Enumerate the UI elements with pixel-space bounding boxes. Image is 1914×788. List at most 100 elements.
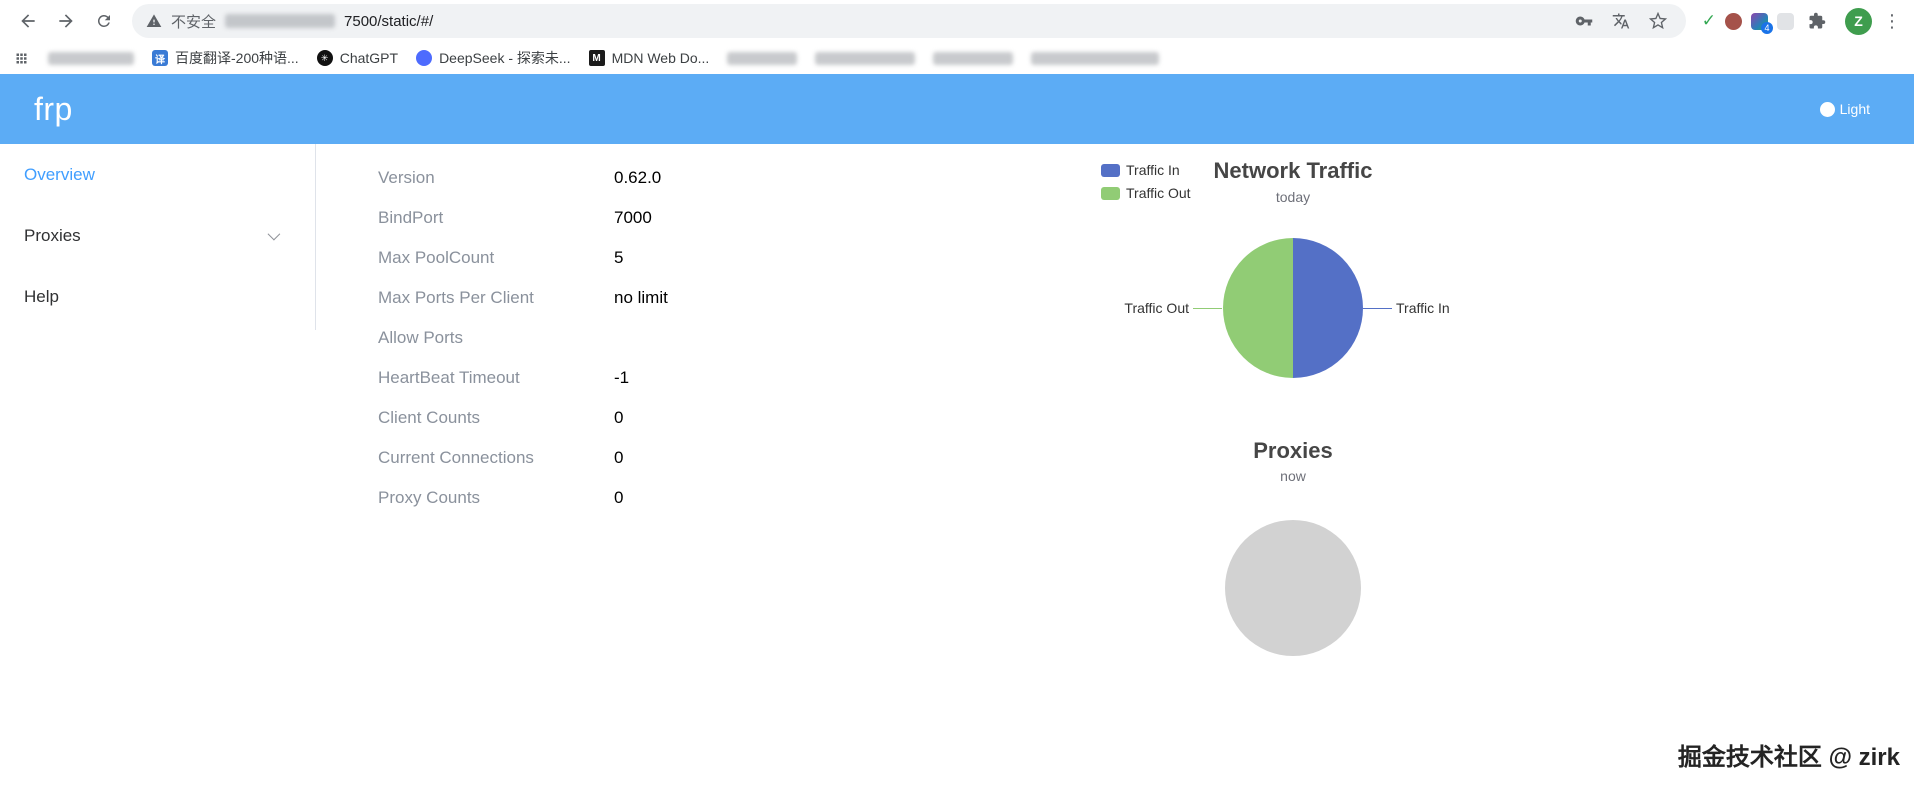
- field-label: Current Connections: [378, 448, 534, 467]
- field-label: HeartBeat Timeout: [378, 368, 520, 387]
- address-bar[interactable]: 不安全 7500/static/#/: [132, 4, 1686, 38]
- sidebar-item-label: Overview: [24, 164, 95, 184]
- field-bindport: BindPort 7000: [378, 198, 668, 238]
- back-icon: [21, 14, 35, 28]
- legend-item-traffic-out[interactable]: Traffic Out: [1101, 184, 1191, 202]
- chatgpt-favicon: ✳: [316, 50, 333, 66]
- bookmark-redacted[interactable]: [48, 51, 134, 65]
- forward-button[interactable]: [48, 3, 84, 39]
- sidebar-item-overview[interactable]: Overview: [0, 144, 315, 205]
- field-value: 7000: [614, 208, 652, 227]
- network-traffic-title: Network Traffic: [1213, 158, 1373, 183]
- bookmark-redacted[interactable]: [933, 51, 1014, 65]
- field-heartbeat-timeout: HeartBeat Timeout -1: [378, 358, 668, 398]
- deepseek-favicon: [416, 50, 433, 66]
- green-check-extension-icon[interactable]: ✓: [1701, 11, 1716, 30]
- mdn-favicon: M: [588, 50, 605, 66]
- round-extension-icon[interactable]: [1725, 12, 1742, 30]
- overview-form: Version 0.62.0 BindPort 7000 Max PoolCou…: [378, 158, 668, 518]
- bookmark-baidu-translate[interactable]: 译 百度翻译-200种语...: [152, 48, 299, 68]
- reload-button[interactable]: [86, 3, 122, 39]
- pie-labelline-traffic-out: [1193, 308, 1222, 309]
- field-value: 0: [614, 408, 624, 427]
- sidebar-item-proxies[interactable]: Proxies: [0, 205, 315, 266]
- sidebar-item-label: Proxies: [24, 225, 81, 245]
- network-traffic-pie[interactable]: [1223, 238, 1363, 378]
- field-allow-ports: Allow Ports: [378, 318, 668, 358]
- proxies-chart-subtitle: now: [1280, 468, 1306, 484]
- bookmark-label: ChatGPT: [339, 50, 399, 66]
- pie-label-traffic-out: Traffic Out: [1124, 300, 1189, 316]
- field-label: Allow Ports: [378, 328, 464, 347]
- bookmark-mdn[interactable]: M MDN Web Do...: [588, 50, 710, 66]
- app-header: frp Light: [0, 74, 1914, 144]
- password-key-icon[interactable]: [1570, 7, 1598, 35]
- proxies-empty-pie[interactable]: [1225, 520, 1361, 656]
- sidebar-menu: Overview Proxies Help: [0, 144, 316, 330]
- field-proxy-counts: Proxy Counts 0: [378, 478, 668, 518]
- bookmark-redacted[interactable]: [815, 51, 916, 65]
- field-label: BindPort: [378, 208, 444, 227]
- field-label: Max Ports Per Client: [378, 288, 534, 307]
- field-current-connections: Current Connections 0: [378, 438, 668, 478]
- chevron-down-icon: [267, 227, 281, 241]
- extensions-area: ✓ 4: [1696, 7, 1837, 35]
- browser-toolbar: 不安全 7500/static/#/ ✓ 4 Z: [0, 0, 1914, 42]
- translate-icon[interactable]: [1607, 7, 1635, 35]
- legend-swatch-traffic-out: [1101, 186, 1120, 200]
- field-value: 5: [614, 248, 624, 267]
- app-title: frp: [34, 90, 73, 127]
- network-traffic-subtitle: today: [1275, 189, 1311, 205]
- page-content: Overview Proxies Help Version 0.62.0: [0, 144, 1914, 788]
- browser-menu-icon[interactable]: ⋮: [1883, 10, 1901, 31]
- url-text[interactable]: 7500/static/#/: [344, 12, 434, 30]
- bookmark-label: MDN Web Do...: [611, 50, 710, 66]
- legend-label: Traffic Out: [1126, 185, 1191, 201]
- field-value: 0: [614, 488, 624, 507]
- extensions-puzzle-icon[interactable]: [1803, 7, 1831, 35]
- field-max-poolcount: Max PoolCount 5: [378, 238, 668, 278]
- field-value: no limit: [614, 288, 668, 307]
- sidebar-item-label: Help: [24, 286, 59, 306]
- bookmark-star-icon[interactable]: [1644, 7, 1672, 35]
- baidu-translate-favicon: 译: [152, 50, 168, 66]
- legend-item-traffic-in[interactable]: Traffic In: [1101, 161, 1191, 179]
- field-value: 0: [614, 448, 624, 467]
- forward-icon: [59, 14, 73, 28]
- field-value: 0.62.0: [614, 168, 662, 187]
- sidebar-item-help[interactable]: Help: [0, 266, 315, 327]
- redacted-url-segment: [225, 14, 336, 28]
- field-label: Max PoolCount: [378, 248, 495, 267]
- field-version: Version 0.62.0: [378, 158, 668, 198]
- theme-toggle-label: Light: [1839, 101, 1870, 117]
- main-content: Version 0.62.0 BindPort 7000 Max PoolCou…: [316, 144, 1914, 788]
- disabled-extension-icon[interactable]: [1777, 12, 1794, 30]
- bookmark-deepseek[interactable]: DeepSeek - 探索未...: [416, 48, 571, 68]
- theme-toggle[interactable]: Light: [1819, 101, 1870, 117]
- pie-label-traffic-in: Traffic In: [1396, 300, 1450, 316]
- reload-icon: [97, 14, 110, 27]
- network-traffic-legend: Traffic In Traffic Out: [1101, 161, 1191, 207]
- back-button[interactable]: [10, 3, 46, 39]
- field-label: Proxy Counts: [378, 488, 481, 507]
- bookmark-redacted[interactable]: [727, 51, 798, 65]
- not-secure-warning-icon: [146, 14, 162, 27]
- badged-extension-icon[interactable]: 4: [1751, 12, 1773, 34]
- field-label: Client Counts: [378, 408, 481, 427]
- security-label[interactable]: 不安全: [171, 13, 217, 31]
- bookmark-label: DeepSeek - 探索未...: [439, 50, 571, 66]
- bookmark-label: 百度翻译-200种语...: [175, 50, 299, 66]
- bookmark-chatgpt[interactable]: ✳ ChatGPT: [316, 50, 399, 66]
- field-label: Version: [378, 168, 435, 187]
- bookmark-redacted[interactable]: [1031, 51, 1160, 65]
- field-client-counts: Client Counts 0: [378, 398, 668, 438]
- proxies-chart-title: Proxies: [1253, 438, 1333, 463]
- profile-avatar[interactable]: Z: [1845, 7, 1872, 35]
- pie-labelline-traffic-in: [1363, 308, 1392, 309]
- bookmarks-bar: 译 百度翻译-200种语... ✳ ChatGPT DeepSeek - 探索未…: [0, 42, 1914, 74]
- apps-grid-icon[interactable]: [12, 49, 30, 67]
- extension-badge: 4: [1761, 21, 1773, 34]
- theme-toggle-knob-icon: [1819, 101, 1835, 117]
- field-value: -1: [614, 368, 630, 387]
